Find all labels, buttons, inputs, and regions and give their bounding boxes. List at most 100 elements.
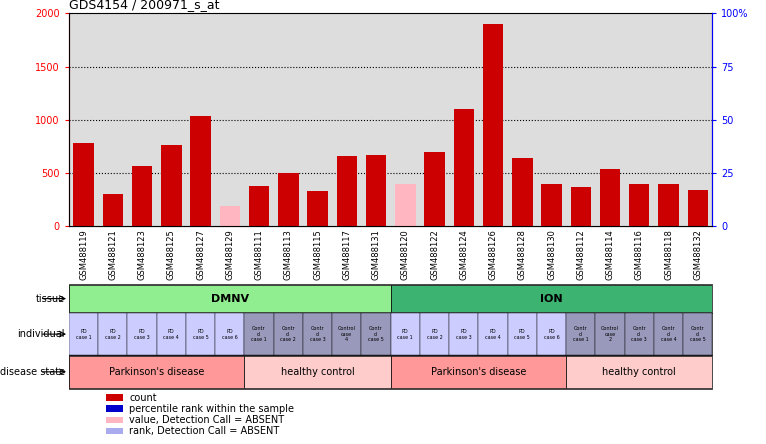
Bar xyxy=(307,191,328,226)
Text: disease state: disease state xyxy=(0,367,65,377)
Bar xyxy=(362,313,391,355)
Bar xyxy=(424,152,445,226)
Bar xyxy=(683,313,712,355)
Text: Contr
ol
case 3: Contr ol case 3 xyxy=(309,326,326,342)
Text: GSM488118: GSM488118 xyxy=(664,229,673,280)
Text: Parkinson's disease: Parkinson's disease xyxy=(109,367,205,377)
Text: PD
case 4: PD case 4 xyxy=(163,329,179,340)
Text: GSM488130: GSM488130 xyxy=(547,229,556,280)
Bar xyxy=(391,356,566,388)
Bar xyxy=(74,143,93,226)
Text: GSM488121: GSM488121 xyxy=(108,229,117,280)
Bar xyxy=(190,115,211,226)
Text: Contr
ol
case 5: Contr ol case 5 xyxy=(368,326,384,342)
Text: Contr
ol
case 4: Contr ol case 4 xyxy=(660,326,676,342)
Bar xyxy=(132,166,152,226)
Bar xyxy=(449,313,479,355)
Text: DMNV: DMNV xyxy=(211,293,249,304)
Text: PD
case 2: PD case 2 xyxy=(427,329,443,340)
Text: PD
case 1: PD case 1 xyxy=(398,329,413,340)
Text: value, Detection Call = ABSENT: value, Detection Call = ABSENT xyxy=(129,415,284,425)
Bar xyxy=(215,313,244,355)
Text: Control
case
2: Control case 2 xyxy=(601,326,619,342)
Text: GDS4154 / 200971_s_at: GDS4154 / 200971_s_at xyxy=(69,0,219,11)
Text: GSM488132: GSM488132 xyxy=(693,229,702,280)
Bar xyxy=(106,405,123,412)
Bar xyxy=(106,394,123,401)
Bar xyxy=(395,184,415,226)
Bar xyxy=(332,313,362,355)
Text: count: count xyxy=(129,392,157,403)
Bar xyxy=(186,313,215,355)
Bar xyxy=(249,186,270,226)
Bar xyxy=(654,313,683,355)
Bar xyxy=(103,194,123,226)
Bar xyxy=(420,313,449,355)
Bar xyxy=(566,313,595,355)
Text: GSM488127: GSM488127 xyxy=(196,229,205,280)
Bar xyxy=(391,285,712,313)
Bar xyxy=(629,184,650,226)
Text: PD
case 1: PD case 1 xyxy=(76,329,91,340)
Bar xyxy=(106,416,123,423)
Bar xyxy=(244,356,391,388)
Bar xyxy=(273,313,303,355)
Text: Contr
ol
case 1: Contr ol case 1 xyxy=(573,326,588,342)
Text: GSM488123: GSM488123 xyxy=(138,229,146,280)
Bar xyxy=(161,146,182,226)
Text: ION: ION xyxy=(540,293,563,304)
Text: Contr
ol
case 3: Contr ol case 3 xyxy=(631,326,647,342)
Text: Control
case
4: Control case 4 xyxy=(338,326,355,342)
Text: GSM488113: GSM488113 xyxy=(283,229,293,280)
Bar xyxy=(336,156,357,226)
Bar xyxy=(512,158,532,226)
Bar xyxy=(453,109,474,226)
Bar xyxy=(537,313,566,355)
Bar xyxy=(688,190,708,226)
Text: PD
case 4: PD case 4 xyxy=(485,329,501,340)
Text: Parkinson's disease: Parkinson's disease xyxy=(430,367,526,377)
Text: GSM488119: GSM488119 xyxy=(79,229,88,280)
Bar xyxy=(566,356,712,388)
Text: GSM488125: GSM488125 xyxy=(167,229,176,280)
Bar xyxy=(220,206,240,226)
Bar xyxy=(658,184,679,226)
Bar xyxy=(600,169,620,226)
Bar xyxy=(483,24,503,226)
Bar xyxy=(278,173,299,226)
Text: PD
case 3: PD case 3 xyxy=(134,329,150,340)
Text: PD
case 5: PD case 5 xyxy=(193,329,208,340)
Bar xyxy=(69,356,244,388)
Bar xyxy=(366,155,386,226)
Bar xyxy=(157,313,186,355)
Text: GSM488124: GSM488124 xyxy=(460,229,468,280)
Text: PD
case 6: PD case 6 xyxy=(222,329,237,340)
Text: GSM488120: GSM488120 xyxy=(401,229,410,280)
Bar xyxy=(98,313,127,355)
Text: percentile rank within the sample: percentile rank within the sample xyxy=(129,404,294,414)
Text: rank, Detection Call = ABSENT: rank, Detection Call = ABSENT xyxy=(129,426,280,436)
Text: GSM488115: GSM488115 xyxy=(313,229,322,280)
Bar xyxy=(508,313,537,355)
Text: tissue: tissue xyxy=(36,293,65,304)
Text: GSM488114: GSM488114 xyxy=(605,229,614,280)
Bar xyxy=(106,428,123,434)
Bar xyxy=(624,313,654,355)
Text: Contr
ol
case 1: Contr ol case 1 xyxy=(251,326,267,342)
Text: GSM488131: GSM488131 xyxy=(372,229,381,280)
Text: GSM488111: GSM488111 xyxy=(254,229,264,280)
Text: PD
case 2: PD case 2 xyxy=(105,329,121,340)
Text: individual: individual xyxy=(18,329,65,339)
Bar xyxy=(69,285,391,313)
Bar xyxy=(69,313,98,355)
Text: PD
case 5: PD case 5 xyxy=(515,329,530,340)
Bar xyxy=(244,313,273,355)
Text: Contr
ol
case 2: Contr ol case 2 xyxy=(280,326,296,342)
Bar xyxy=(127,313,157,355)
Text: GSM488129: GSM488129 xyxy=(225,229,234,280)
Text: GSM488128: GSM488128 xyxy=(518,229,527,280)
Text: GSM488122: GSM488122 xyxy=(430,229,439,280)
Text: healthy control: healthy control xyxy=(280,367,355,377)
Text: GSM488126: GSM488126 xyxy=(489,229,498,280)
Bar xyxy=(542,184,561,226)
